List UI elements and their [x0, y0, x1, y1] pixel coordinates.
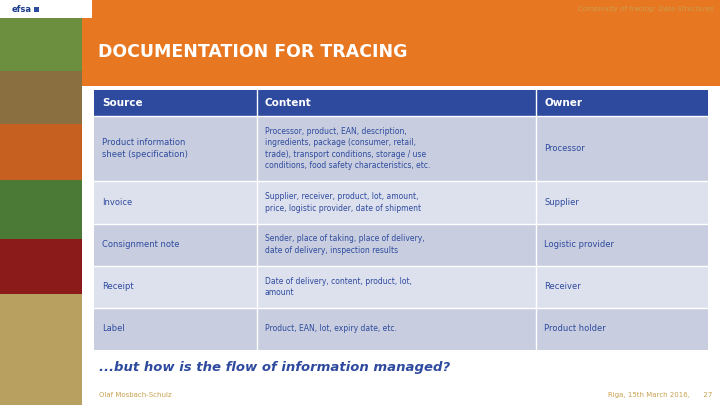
- Bar: [94, 266, 708, 308]
- Text: Owner: Owner: [544, 98, 582, 108]
- Bar: [0, 180, 82, 239]
- Bar: [94, 181, 708, 224]
- Bar: [0, 294, 82, 405]
- Bar: [0, 239, 82, 294]
- Text: Supplier, receiver, product, lot, amount,
price, logistic provider, date of ship: Supplier, receiver, product, lot, amount…: [265, 192, 420, 213]
- Text: Receipt: Receipt: [102, 282, 134, 291]
- Text: Invoice: Invoice: [102, 198, 132, 207]
- Text: Consignment note: Consignment note: [102, 240, 179, 249]
- Bar: [82, 18, 720, 86]
- Bar: [94, 224, 708, 266]
- Text: DOCUMENTATION FOR TRACING: DOCUMENTATION FOR TRACING: [98, 43, 408, 61]
- Bar: [94, 116, 708, 181]
- Bar: [0, 124, 82, 180]
- Text: Olaf Mosbach-Schulz: Olaf Mosbach-Schulz: [99, 392, 171, 398]
- Bar: [94, 90, 708, 116]
- Text: Processor: Processor: [544, 144, 585, 153]
- Text: Logistic provider: Logistic provider: [544, 240, 614, 249]
- Text: Source: Source: [102, 98, 143, 108]
- Text: ...but how is the flow of information managed?: ...but how is the flow of information ma…: [99, 360, 450, 373]
- Bar: [0, 71, 82, 124]
- Text: Content: Content: [265, 98, 312, 108]
- Text: Riga, 15th March 2016,      27: Riga, 15th March 2016, 27: [608, 392, 712, 398]
- Text: Processor, product, EAN, description,
ingredients, package (consumer, retail,
tr: Processor, product, EAN, description, in…: [265, 127, 430, 171]
- Bar: [34, 6, 39, 11]
- Text: efsa: efsa: [12, 4, 32, 13]
- Text: Product information
sheet (specification): Product information sheet (specification…: [102, 139, 188, 159]
- Text: Product, EAN, lot, expiry date, etc.: Product, EAN, lot, expiry date, etc.: [265, 324, 397, 333]
- Text: Sender, place of taking, place of delivery,
date of delivery, inspection results: Sender, place of taking, place of delive…: [265, 234, 424, 255]
- Text: Label: Label: [102, 324, 125, 333]
- Text: Supplier: Supplier: [544, 198, 579, 207]
- Text: Date of delivery, content, product, lot,
amount: Date of delivery, content, product, lot,…: [265, 277, 412, 297]
- Bar: [94, 308, 708, 350]
- Text: Receiver: Receiver: [544, 282, 581, 291]
- Bar: [82, 0, 720, 18]
- Text: Complexity of tracing: Data Structures: Complexity of tracing: Data Structures: [578, 6, 714, 12]
- Bar: [0, 0, 92, 18]
- Bar: [0, 0, 82, 71]
- Text: Product holder: Product holder: [544, 324, 606, 333]
